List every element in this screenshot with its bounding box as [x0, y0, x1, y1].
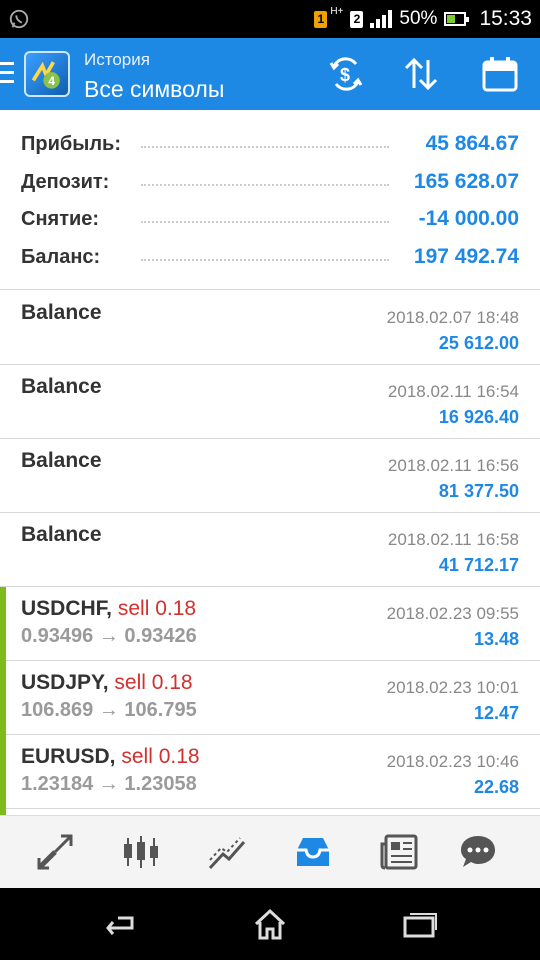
signal-icon: [370, 10, 393, 28]
deal-amount: 16 926.40: [438, 407, 519, 427]
deal-title: USDCHF, sell 0.18: [21, 597, 196, 621]
summary-value: 197 492.74: [413, 245, 519, 268]
deal-amount: 41 712.17: [438, 555, 519, 575]
clock: 15:33: [479, 7, 532, 30]
deal-symbol: EURUSD,: [21, 745, 116, 768]
deal-time: 2018.02.23 10:01: [386, 678, 519, 697]
back-icon[interactable]: [102, 906, 138, 942]
summary-label: Депозит:: [21, 171, 116, 194]
deal-symbol: Balance: [21, 301, 102, 324]
deal-amount: 22.68: [473, 777, 519, 797]
svg-text:$: $: [340, 65, 350, 85]
whatsapp-icon: [9, 9, 29, 29]
deal-amount: 81 377.50: [438, 481, 519, 501]
summary-value: 165 628.07: [413, 170, 519, 193]
deal-amount: 13.48: [473, 629, 519, 649]
list-item[interactable]: Balance 2018.02.07 18:48 25 612.00: [0, 291, 540, 365]
battery-percent: 50%: [399, 8, 438, 29]
summary-label: Прибыль:: [21, 133, 127, 156]
summary-label: Снятие:: [21, 208, 106, 231]
summary-row-balance: Баланс: 197 492.74: [21, 242, 519, 272]
list-item[interactable]: Balance 2018.02.11 16:58 41 712.17: [0, 513, 540, 587]
menu-icon[interactable]: [0, 62, 14, 84]
summary-row-profit: Прибыль: 45 864.67: [21, 129, 519, 159]
deal-action: sell 0.18: [114, 671, 193, 694]
trade-marker: [0, 809, 6, 815]
bottom-navigation: [0, 815, 540, 888]
deal-symbol: USDCHF,: [21, 597, 113, 620]
summary-label: Баланс:: [21, 246, 107, 269]
trade-icon[interactable]: [35, 832, 75, 872]
deal-action: sell 0.18: [117, 597, 197, 620]
summary-value: -14 000.00: [418, 207, 519, 230]
deal-prices: 1.23184 → 1.23058: [21, 773, 197, 795]
trade-marker: [0, 735, 6, 809]
deal-time: 2018.02.07 18:48: [386, 308, 519, 327]
deal-title: EURUSD, sell 0.18: [21, 745, 200, 769]
symbol-filter-title[interactable]: Все символы: [84, 76, 225, 102]
history-inbox-icon[interactable]: [293, 832, 333, 872]
list-item[interactable]: USDJPY, sell 0.18 106.869 → 106.795 2018…: [0, 661, 540, 735]
svg-text:4: 4: [48, 74, 55, 88]
trade-marker: [0, 587, 6, 661]
history-summary: Прибыль: 45 864.67 Депозит: 165 628.07 С…: [0, 110, 540, 290]
list-item[interactable]: Balance 2018.02.11 16:54 16 926.40: [0, 365, 540, 439]
screen-subtitle: История: [84, 50, 150, 69]
deal-amount: 12.47: [473, 703, 519, 723]
chat-icon[interactable]: [458, 832, 498, 872]
chart-icon[interactable]: [207, 832, 247, 872]
system-navigation-bar: [0, 888, 540, 960]
deal-time: 2018.02.23 10:46: [386, 752, 519, 771]
deal-prices: 0.93496 → 0.93426: [21, 625, 197, 647]
list-item[interactable]: Balance 2018.02.11 16:56 81 377.50: [0, 439, 540, 513]
app-bar: 4 История Все символы $: [0, 38, 540, 110]
deal-symbol: Balance: [21, 523, 102, 546]
summary-value: 45 864.67: [425, 132, 519, 155]
calendar-icon[interactable]: [480, 54, 520, 94]
deal-time: 2018.02.11 16:54: [387, 382, 519, 401]
deal-symbol: Balance: [21, 375, 102, 398]
deal-prices: 106.869 → 106.795: [21, 699, 197, 721]
deal-symbol: Balance: [21, 449, 102, 472]
list-item-partial: [0, 809, 540, 815]
deal-time: 2018.02.11 16:56: [387, 456, 519, 475]
home-icon[interactable]: [252, 906, 288, 942]
sort-icon[interactable]: [401, 54, 441, 94]
deal-title: USDJPY, sell 0.18: [21, 671, 193, 695]
dollar-exchange-icon[interactable]: $: [326, 54, 366, 94]
network-type: H+: [330, 6, 344, 17]
app-logo[interactable]: 4: [24, 51, 70, 97]
sim2-badge: 2: [350, 10, 364, 28]
summary-row-deposit: Депозит: 165 628.07: [21, 167, 519, 197]
deal-action: sell 0.18: [121, 745, 200, 768]
deal-time: 2018.02.11 16:58: [387, 530, 519, 549]
sim1-badge: 1: [314, 10, 328, 28]
deal-symbol: USDJPY,: [21, 671, 109, 694]
list-item[interactable]: USDCHF, sell 0.18 0.93496 → 0.93426 2018…: [0, 587, 540, 661]
list-item[interactable]: EURUSD, sell 0.18 1.23184 → 1.23058 2018…: [0, 735, 540, 809]
status-bar: 1 H+ 2 50% 15:33: [0, 0, 540, 38]
deal-time: 2018.02.23 09:55: [386, 604, 519, 623]
news-icon[interactable]: [379, 832, 419, 872]
recent-apps-icon[interactable]: [402, 906, 438, 942]
summary-row-withdrawal: Снятие: -14 000.00: [21, 204, 519, 234]
deal-amount: 25 612.00: [438, 333, 519, 353]
trade-marker: [0, 661, 6, 735]
quotes-chart-icon[interactable]: [121, 832, 161, 872]
battery-icon: [444, 12, 470, 26]
